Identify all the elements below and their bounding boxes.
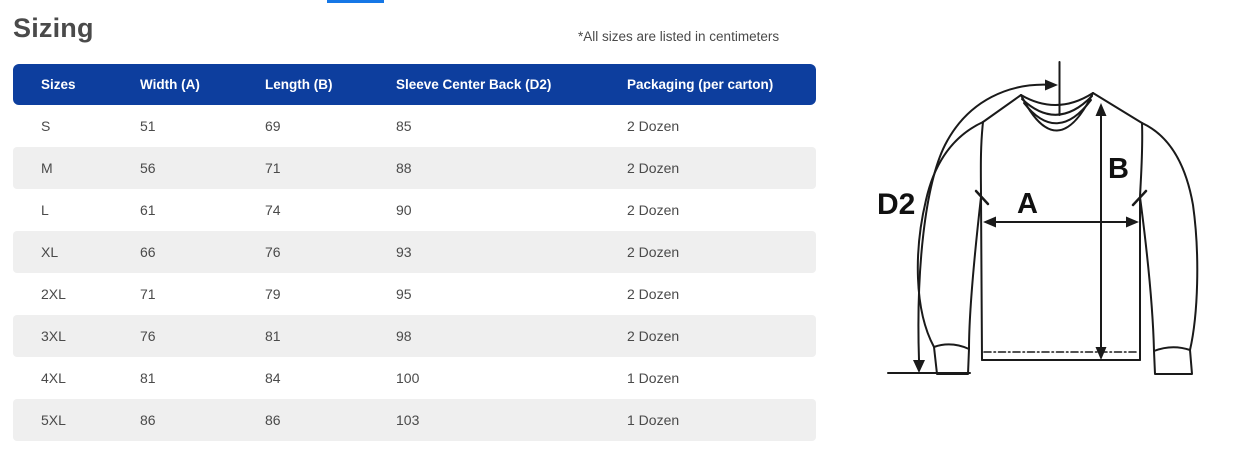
- sleeve-cell: 100: [396, 357, 627, 399]
- length-cell: 76: [265, 231, 396, 273]
- body-right-line: [1139, 122, 1144, 361]
- packaging-cell: 1 Dozen: [627, 399, 816, 441]
- d2-arrowhead-right: [1045, 79, 1058, 91]
- active-tab-underline-indicator[interactable]: [327, 0, 384, 3]
- table-row: S 51 69 85 2 Dozen: [13, 105, 816, 147]
- width-cell: 86: [140, 399, 265, 441]
- column-header-packaging: Packaging (per carton): [627, 64, 816, 105]
- units-note: *All sizes are listed in centimeters: [578, 29, 780, 44]
- sleeve-cell: 93: [396, 231, 627, 273]
- b-arrowhead-up: [1095, 103, 1107, 116]
- length-cell: 69: [265, 105, 396, 147]
- right-armpit-tick: [1131, 189, 1148, 207]
- size-cell: 2XL: [13, 273, 140, 315]
- size-cell: XL: [13, 231, 140, 273]
- shirt-measurement-drawing: D2 A B: [877, 61, 1199, 375]
- size-cell: 5XL: [13, 399, 140, 441]
- left-sleeve-outer: [916, 121, 984, 348]
- table-row: M 56 71 88 2 Dozen: [13, 147, 816, 189]
- collar-outer: [1020, 92, 1094, 132]
- a-arrowhead-left: [983, 216, 996, 228]
- sleeve-cell: 85: [396, 105, 627, 147]
- width-cell: 76: [140, 315, 265, 357]
- collar: [1020, 92, 1094, 106]
- size-cell: L: [13, 189, 140, 231]
- length-cell: 79: [265, 273, 396, 315]
- body-left-line: [979, 121, 984, 361]
- length-cell: 84: [265, 357, 396, 399]
- width-cell: 66: [140, 231, 265, 273]
- size-cell: M: [13, 147, 140, 189]
- length-cell: 71: [265, 147, 396, 189]
- width-cell: 51: [140, 105, 265, 147]
- sleeve-cell: 95: [396, 273, 627, 315]
- diagram-label-length: B: [1108, 153, 1129, 185]
- sleeve-cell: 88: [396, 147, 627, 189]
- size-cell: S: [13, 105, 140, 147]
- packaging-cell: 2 Dozen: [627, 273, 816, 315]
- length-cell: 81: [265, 315, 396, 357]
- packaging-cell: 1 Dozen: [627, 357, 816, 399]
- width-cell: 56: [140, 147, 265, 189]
- size-cell: 4XL: [13, 357, 140, 399]
- table-header: Sizes Width (A) Length (B) Sleeve Center…: [13, 64, 816, 105]
- table-row: 4XL 81 84 100 1 Dozen: [13, 357, 816, 399]
- packaging-cell: 2 Dozen: [627, 105, 816, 147]
- right-sleeve-outer: [1141, 122, 1199, 351]
- a-arrowhead-right: [1126, 216, 1139, 228]
- column-header-width: Width (A): [140, 64, 265, 105]
- collar-rib-line: [1023, 99, 1092, 125]
- column-header-sleeve: Sleeve Center Back (D2): [396, 64, 627, 105]
- table-row: XL 66 76 93 2 Dozen: [13, 231, 816, 273]
- table-row: L 61 74 90 2 Dozen: [13, 189, 816, 231]
- sleeve-cell: 103: [396, 399, 627, 441]
- d2-arrowhead-down: [913, 360, 925, 373]
- right-sleeve-inner: [1139, 196, 1155, 352]
- diagram-label-width: A: [1017, 188, 1038, 220]
- size-cell: 3XL: [13, 315, 140, 357]
- left-sleeve-inner: [968, 196, 982, 350]
- packaging-cell: 2 Dozen: [627, 231, 816, 273]
- column-header-sizes: Sizes: [13, 64, 140, 105]
- width-cell: 71: [140, 273, 265, 315]
- length-cell: 74: [265, 189, 396, 231]
- sizing-table: Sizes Width (A) Length (B) Sleeve Center…: [13, 64, 816, 441]
- diagram-label-sleeve-center-back: D2: [877, 188, 915, 221]
- b-arrowhead-down: [1095, 347, 1107, 360]
- sleeve-cell: 90: [396, 189, 627, 231]
- length-cell: 86: [265, 399, 396, 441]
- left-cuff: [933, 343, 970, 375]
- packaging-cell: 2 Dozen: [627, 147, 816, 189]
- collar-rib-line: [1021, 95, 1093, 116]
- table-row: 3XL 76 81 98 2 Dozen: [13, 315, 816, 357]
- width-cell: 81: [140, 357, 265, 399]
- width-cell: 61: [140, 189, 265, 231]
- sizing-diagram: D2 A B: [850, 40, 1243, 440]
- packaging-cell: 2 Dozen: [627, 315, 816, 357]
- page-title: Sizing: [13, 13, 94, 43]
- left-shoulder-line: [982, 94, 1022, 123]
- right-shoulder-line: [1092, 92, 1143, 124]
- right-cuff: [1153, 346, 1193, 375]
- table-header-row: Sizes Width (A) Length (B) Sleeve Center…: [13, 64, 816, 105]
- d2-measure-curve: [917, 83, 1054, 361]
- column-header-length: Length (B): [265, 64, 396, 105]
- left-armpit-tick: [974, 189, 990, 206]
- table-row: 5XL 86 86 103 1 Dozen: [13, 399, 816, 441]
- sleeve-cell: 98: [396, 315, 627, 357]
- table-row: 2XL 71 79 95 2 Dozen: [13, 273, 816, 315]
- packaging-cell: 2 Dozen: [627, 189, 816, 231]
